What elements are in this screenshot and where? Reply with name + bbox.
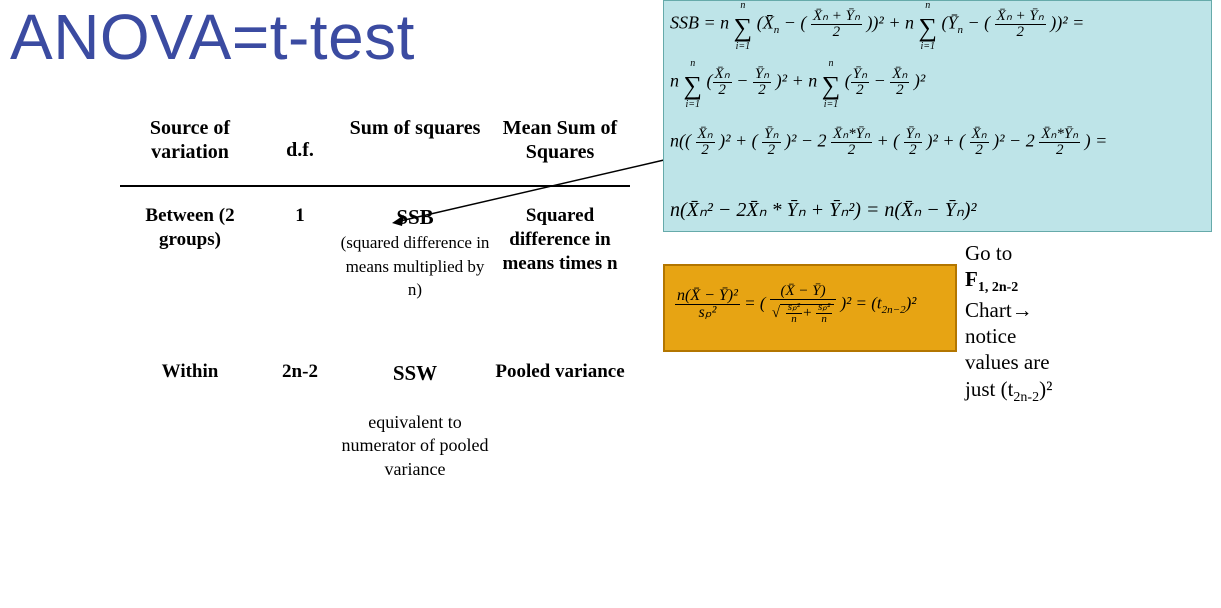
- blue-line1: SSB = n n∑i=1 (X̄n − ( X̄ₙ + Ȳₙ2 ))² + n…: [670, 9, 1084, 40]
- side-l6: just (t2n-2)²: [965, 376, 1052, 407]
- f-equals-t2-box: n(X̄ − Ȳ)²sₚ² = ( (X̄ − Ȳ) √ sₚ²n+ sₚ²n …: [663, 264, 957, 352]
- blue-line3: n(( X̄ₙ2 )² + ( Ȳₙ2 )² − 2 X̄ₙ*Ȳₙ2 + ( Ȳ…: [670, 127, 1107, 158]
- slide-title: ANOVA=t-test: [10, 0, 415, 74]
- hdr-ms: Mean Sum of Squares: [490, 116, 630, 164]
- side-l5: values are: [965, 349, 1052, 375]
- ssb-sub: (squared difference in means multiplied …: [341, 233, 490, 300]
- side-l2: F1, 2n-2: [965, 266, 1052, 297]
- side-l3: Chart→: [965, 297, 1052, 323]
- row-within: Within 2n-2 SSW equivalent to numerator …: [120, 360, 630, 482]
- hdr-ss: Sum of squares: [340, 116, 490, 164]
- within-df: 2n-2: [260, 360, 340, 482]
- ssw-sub: equivalent to numerator of pooled varian…: [342, 412, 489, 480]
- blue-line2: n n∑i=1 (X̄ₙ2 − Ȳₙ2 )² + n n∑i=1 (Ȳₙ2 − …: [670, 67, 925, 98]
- arrow-ssb-to-formula: [392, 158, 672, 238]
- blue-line4: n(X̄ₙ² − 2X̄ₙ * Ȳₙ + Ȳₙ²) = n(X̄ₙ − Ȳₙ)²: [670, 197, 976, 222]
- hdr-df: d.f.: [260, 116, 340, 164]
- within-ss: SSW equivalent to numerator of pooled va…: [340, 360, 490, 482]
- between-df: 1: [260, 204, 340, 302]
- side-l4: notice: [965, 323, 1052, 349]
- side-l1: Go to: [965, 240, 1052, 266]
- within-ms: Pooled variance: [490, 360, 630, 482]
- ssb-derivation-box: SSB = n n∑i=1 (X̄n − ( X̄ₙ + Ȳₙ2 ))² + n…: [663, 0, 1212, 232]
- side-annotation: Go to F1, 2n-2 Chart→ notice values are …: [965, 240, 1052, 406]
- within-source: Within: [120, 360, 260, 482]
- between-source: Between (2 groups): [120, 204, 260, 302]
- ssw-label: SSW: [393, 361, 437, 385]
- hdr-source: Source of variation: [120, 116, 260, 164]
- table-header-row: Source of variation d.f. Sum of squares …: [120, 116, 630, 164]
